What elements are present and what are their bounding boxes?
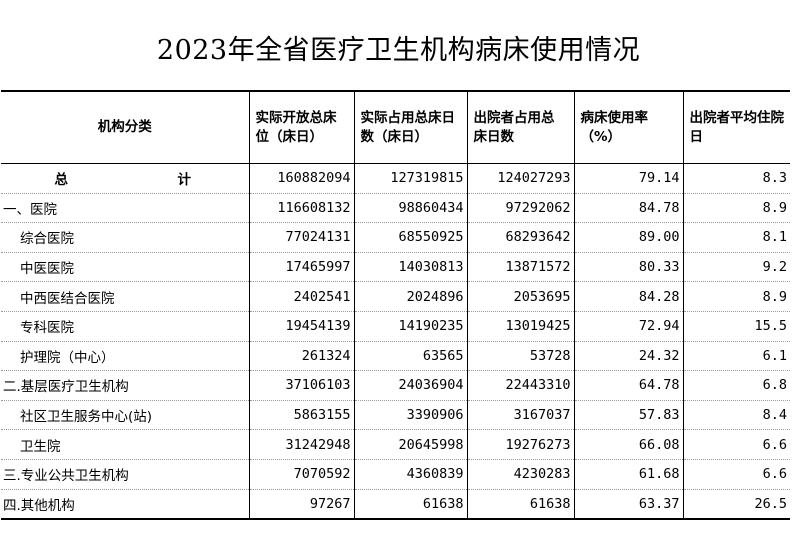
header-bed-usage-rate: 病床使用率（%）	[573, 90, 683, 164]
occupied-bed-days-cell: 14190235	[353, 311, 467, 342]
discharged-bed-days-cell: 124027293	[466, 163, 574, 194]
average-stay-cell: 6.1	[682, 341, 790, 372]
open-bed-days-cell: 37106103	[248, 370, 354, 401]
table-row: 中医医院 17465997 14030813 13871572 80.33 9.2	[1, 252, 790, 283]
header-open-bed-days: 实际开放总床位（床日）	[248, 90, 354, 164]
average-stay-cell: 8.3	[682, 163, 790, 194]
occupied-bed-days-cell: 20645998	[353, 429, 467, 460]
row-label: 社区卫生服务中心(站)	[1, 400, 249, 431]
average-stay-cell: 9.2	[682, 252, 790, 283]
bed-usage-rate-cell: 84.78	[573, 193, 683, 224]
page-title: 2023年全省医疗卫生机构病床使用情况	[156, 35, 641, 66]
average-stay-cell: 15.5	[682, 311, 790, 342]
bed-usage-rate-cell: 79.14	[573, 163, 683, 194]
open-bed-days-cell: 261324	[248, 341, 354, 372]
open-bed-days-cell: 5863155	[248, 400, 354, 431]
row-label: 四.其他机构	[1, 489, 249, 521]
discharged-bed-days-cell: 68293642	[466, 222, 574, 253]
open-bed-days-cell: 116608132	[248, 193, 354, 224]
discharged-bed-days-cell: 2053695	[466, 281, 574, 312]
bed-usage-rate-cell: 80.33	[573, 252, 683, 283]
open-bed-days-cell: 17465997	[248, 252, 354, 283]
occupied-bed-days-cell: 3390906	[353, 400, 467, 431]
bed-usage-rate-cell: 84.28	[573, 281, 683, 312]
discharged-bed-days-cell: 13871572	[466, 252, 574, 283]
occupied-bed-days-cell: 24036904	[353, 370, 467, 401]
occupied-bed-days-cell: 2024896	[353, 281, 467, 312]
bed-usage-rate-cell: 24.32	[573, 341, 683, 372]
row-label: 专科医院	[1, 311, 249, 342]
table-row: 社区卫生服务中心(站) 5863155 3390906 3167037 57.83 8.4	[1, 400, 790, 431]
discharged-bed-days-cell: 19276273	[466, 429, 574, 460]
average-stay-cell: 8.9	[682, 281, 790, 312]
open-bed-days-cell: 97267	[248, 489, 354, 521]
row-label: 中西医结合医院	[1, 281, 249, 312]
occupied-bed-days-cell: 4360839	[353, 459, 467, 490]
table-row: 综合医院 77024131 68550925 68293642 89.00 8.1	[1, 222, 790, 253]
table-body: 总 计 160882094 127319815 124027293 79.14 8.3 一、…	[1, 163, 790, 521]
bed-usage-rate-cell: 89.00	[573, 222, 683, 253]
row-label: 二.基层医疗卫生机构	[1, 370, 249, 401]
average-stay-cell: 6.6	[682, 459, 790, 490]
table-row: 四.其他机构 97267 61638 61638 63.37 26.5	[1, 489, 790, 521]
header-occupied-bed-days: 实际占用总床日数（床日）	[353, 90, 467, 164]
table-row: 中西医结合医院 2402541 2024896 2053695 84.28 8.9	[1, 281, 790, 312]
header-average-stay: 出院者平均住院日	[682, 90, 790, 164]
table-row: 卫生院 31242948 20645998 19276273 66.08 6.6	[1, 429, 790, 460]
bed-usage-rate-cell: 64.78	[573, 370, 683, 401]
row-label: 总 计	[1, 163, 249, 194]
row-label: 三.专业公共卫生机构	[1, 459, 249, 490]
discharged-bed-days-cell: 3167037	[466, 400, 574, 431]
discharged-bed-days-cell: 4230283	[466, 459, 574, 490]
open-bed-days-cell: 7070592	[248, 459, 354, 490]
table-row: 护理院（中心） 261324 63565 53728 24.32 6.1	[1, 341, 790, 372]
bed-usage-rate-cell: 72.94	[573, 311, 683, 342]
bed-usage-rate-cell: 63.37	[573, 489, 683, 521]
bed-usage-table: 机构分类 实际开放总床位（床日） 实际占用总床日数（床日） 出院者占用总床日数 …	[1, 90, 790, 521]
table-row: 总 计 160882094 127319815 124027293 79.14 8.3	[1, 163, 790, 194]
occupied-bed-days-cell: 14030813	[353, 252, 467, 283]
table-row: 一、医院 116608132 98860434 97292062 84.78 8.9	[1, 193, 790, 224]
open-bed-days-cell: 160882094	[248, 163, 354, 194]
open-bed-days-cell: 2402541	[248, 281, 354, 312]
row-label: 综合医院	[1, 222, 249, 253]
bed-usage-rate-cell: 57.83	[573, 400, 683, 431]
occupied-bed-days-cell: 61638	[353, 489, 467, 521]
bed-usage-rate-cell: 66.08	[573, 429, 683, 460]
average-stay-cell: 26.5	[682, 489, 790, 521]
average-stay-cell: 6.6	[682, 429, 790, 460]
open-bed-days-cell: 31242948	[248, 429, 354, 460]
table-row: 三.专业公共卫生机构 7070592 4360839 4230283 61.68 6.6	[1, 459, 790, 490]
discharged-bed-days-cell: 13019425	[466, 311, 574, 342]
table-row: 二.基层医疗卫生机构 37106103 24036904 22443310 64.78 6…	[1, 370, 790, 401]
average-stay-cell: 8.4	[682, 400, 790, 431]
discharged-bed-days-cell: 97292062	[466, 193, 574, 224]
average-stay-cell: 8.1	[682, 222, 790, 253]
bed-usage-rate-cell: 61.68	[573, 459, 683, 490]
occupied-bed-days-cell: 68550925	[353, 222, 467, 253]
occupied-bed-days-cell: 98860434	[353, 193, 467, 224]
row-label: 护理院（中心）	[1, 341, 249, 372]
discharged-bed-days-cell: 53728	[466, 341, 574, 372]
row-label: 中医医院	[1, 252, 249, 283]
open-bed-days-cell: 77024131	[248, 222, 354, 253]
occupied-bed-days-cell: 127319815	[353, 163, 467, 194]
table-header-row: 机构分类 实际开放总床位（床日） 实际占用总床日数（床日） 出院者占用总床日数 …	[1, 90, 790, 164]
discharged-bed-days-cell: 22443310	[466, 370, 574, 401]
occupied-bed-days-cell: 63565	[353, 341, 467, 372]
open-bed-days-cell: 19454139	[248, 311, 354, 342]
discharged-bed-days-cell: 61638	[466, 489, 574, 521]
average-stay-cell: 8.9	[682, 193, 790, 224]
table-row: 专科医院 19454139 14190235 13019425 72.94 15.5	[1, 311, 790, 342]
header-discharged-bed-days: 出院者占用总床日数	[466, 90, 574, 164]
header-category: 机构分类	[1, 90, 249, 164]
average-stay-cell: 6.8	[682, 370, 790, 401]
row-label: 一、医院	[1, 193, 249, 224]
row-label: 卫生院	[1, 429, 249, 460]
